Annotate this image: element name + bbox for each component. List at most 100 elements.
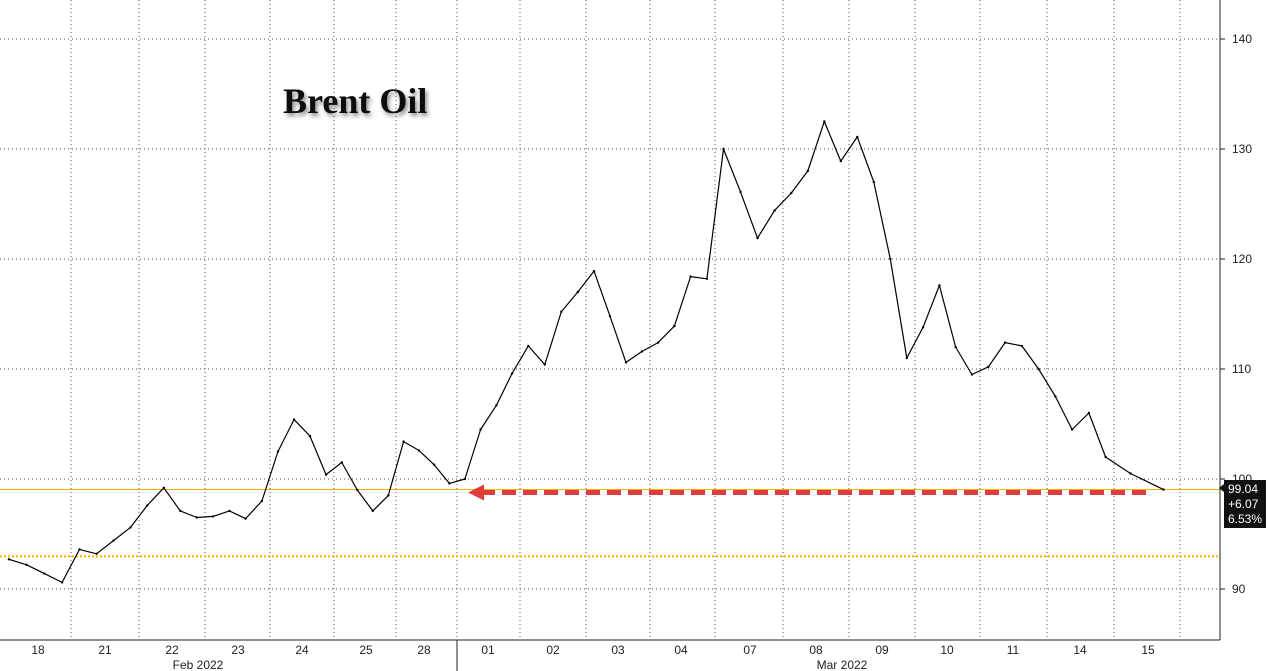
price-point xyxy=(889,257,892,261)
x-tick-label: 10 xyxy=(940,643,954,657)
price-point xyxy=(938,284,941,287)
price-point xyxy=(7,558,11,561)
price-point xyxy=(417,449,421,452)
chart-title: Brent Oil xyxy=(283,81,427,121)
price-point xyxy=(856,135,859,139)
price-point xyxy=(479,428,482,431)
x-tick-label: 03 xyxy=(611,643,625,657)
grid-lines xyxy=(0,0,1220,640)
price-point xyxy=(356,488,359,492)
x-tick-label: 23 xyxy=(231,643,245,657)
price-point xyxy=(624,361,628,364)
x-tick-label: 07 xyxy=(743,643,757,657)
price-point xyxy=(576,290,579,294)
price-point xyxy=(970,373,974,376)
x-tick-label: 08 xyxy=(809,643,823,657)
price-point xyxy=(1129,472,1132,475)
x-tick-label: 15 xyxy=(1141,643,1155,657)
price-point xyxy=(308,434,312,438)
price-point xyxy=(773,209,776,212)
y-tick-label: 120 xyxy=(1232,252,1252,266)
x-tick-label: 22 xyxy=(165,643,179,657)
month-labels: Feb 2022 Mar 2022 xyxy=(173,658,868,671)
price-point xyxy=(244,517,247,520)
x-tick-label: 11 xyxy=(1007,643,1020,657)
price-point xyxy=(387,494,390,497)
last-pct-label: 6.53% xyxy=(1228,512,1262,526)
arrow-head xyxy=(468,484,484,501)
price-line xyxy=(8,120,1164,584)
x-tick-label: 28 xyxy=(417,643,431,657)
price-point xyxy=(527,344,530,348)
price-point xyxy=(95,552,98,555)
x-tick-label: 18 xyxy=(31,643,45,657)
price-point xyxy=(739,190,742,194)
price-point xyxy=(510,372,514,375)
price-point xyxy=(78,548,81,551)
price-point xyxy=(324,473,328,476)
price-point xyxy=(592,269,596,273)
price-point xyxy=(292,418,296,421)
price-point xyxy=(673,324,676,328)
month-label: Feb 2022 xyxy=(173,658,224,671)
price-point xyxy=(228,509,231,513)
last-price-label: 99.04 xyxy=(1228,482,1258,496)
x-tick-label: 04 xyxy=(674,643,688,657)
price-point xyxy=(722,147,725,151)
price-point xyxy=(179,509,182,513)
price-point xyxy=(432,463,436,466)
reference-lines xyxy=(0,489,1220,558)
price-point xyxy=(689,275,692,278)
price-point xyxy=(371,509,374,513)
price-point xyxy=(987,365,990,368)
price-point xyxy=(146,504,149,507)
last-change-label: +6.07 xyxy=(1228,497,1259,511)
price-point xyxy=(60,581,64,584)
price-point xyxy=(954,345,957,349)
return-arrow xyxy=(468,484,1146,501)
price-point xyxy=(276,450,280,453)
y-tick-label: 90 xyxy=(1232,582,1246,596)
price-point xyxy=(705,277,709,280)
x-tick-label: 09 xyxy=(875,643,889,657)
price-point xyxy=(1054,395,1057,398)
price-point xyxy=(608,315,612,318)
price-point xyxy=(129,526,132,529)
price-point xyxy=(756,236,759,240)
price-point xyxy=(656,341,660,344)
month-label: Mar 2022 xyxy=(817,658,868,671)
price-point xyxy=(1020,344,1024,348)
price-point xyxy=(806,169,809,173)
x-tick-label: 02 xyxy=(546,643,560,657)
price-point xyxy=(790,191,793,195)
price-point xyxy=(112,539,115,542)
y-tick-label: 110 xyxy=(1232,362,1251,376)
price-point xyxy=(921,326,925,329)
last-value-box: 99.04 +6.07 6.53% xyxy=(1219,480,1266,528)
price-point xyxy=(1162,488,1165,491)
price-point xyxy=(211,515,215,518)
x-tick-label: 24 xyxy=(295,643,309,657)
price-point xyxy=(260,499,264,503)
price-point xyxy=(463,477,467,481)
price-point xyxy=(839,159,842,163)
x-tick-label: 25 xyxy=(359,643,373,657)
x-tick-label: 21 xyxy=(98,643,112,657)
price-series xyxy=(7,120,1165,584)
axes xyxy=(0,0,1221,671)
price-point xyxy=(1087,411,1091,415)
price-point xyxy=(1104,455,1107,459)
price-point xyxy=(1037,367,1040,371)
price-point xyxy=(543,363,546,366)
price-point xyxy=(560,310,563,313)
price-point xyxy=(162,486,165,489)
price-point xyxy=(1003,341,1007,344)
price-point xyxy=(448,482,451,485)
x-tick-label: 14 xyxy=(1073,643,1087,657)
price-point xyxy=(43,572,46,575)
x-tick-label: 01 xyxy=(481,643,495,657)
price-point xyxy=(25,563,28,566)
